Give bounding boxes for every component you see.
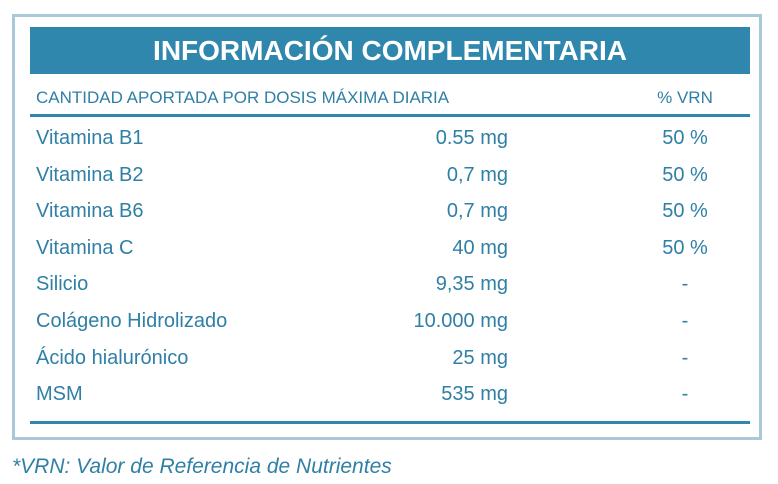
amount: 0,7 mg: [446, 163, 508, 186]
nutrient-name: Vitamina B1: [36, 127, 144, 149]
nutrient-name: Ácido hialurónico: [36, 346, 189, 369]
vrn-percent: 50 %: [662, 127, 708, 149]
nutrient-name: Colágeno Hidrolizado: [36, 310, 228, 332]
bottom-rule: [30, 421, 750, 424]
vrn-percent: -: [681, 310, 689, 332]
amount: 0.55 mg: [435, 127, 508, 149]
nutrient-name: Vitamina C: [36, 236, 134, 259]
column-header: CANTIDAD APORTADA POR DOSIS MÁXIMA DIARI…: [36, 88, 450, 107]
amount: 9,35 mg: [435, 273, 508, 296]
amount: 10.000 mg: [413, 310, 508, 332]
nutrient-name: MSM: [36, 383, 83, 406]
vrn-percent: 50 %: [662, 200, 708, 223]
amount: 25 mg: [452, 346, 508, 369]
footnote: *VRN: Valor de Referencia de Nutrientes: [12, 455, 392, 478]
amount: 535 mg: [441, 383, 508, 406]
vrn-percent: 50 %: [662, 163, 708, 186]
amount: 40 mg: [452, 236, 508, 259]
column-header: % VRN: [657, 88, 713, 107]
vrn-percent: -: [681, 346, 689, 369]
vrn-percent: 50 %: [662, 236, 708, 259]
vrn-percent: -: [681, 383, 689, 406]
nutrient-name: Vitamina B6: [36, 200, 144, 223]
vrn-percent: -: [681, 273, 689, 296]
amount: 0,7 mg: [446, 200, 508, 223]
table-frame: [12, 14, 762, 440]
nutrient-name: Vitamina B2: [36, 163, 144, 186]
header-rule: [30, 114, 750, 117]
table-title: INFORMACIÓN COMPLEMENTARIA: [30, 27, 750, 74]
nutrient-name: Silicio: [36, 273, 89, 296]
